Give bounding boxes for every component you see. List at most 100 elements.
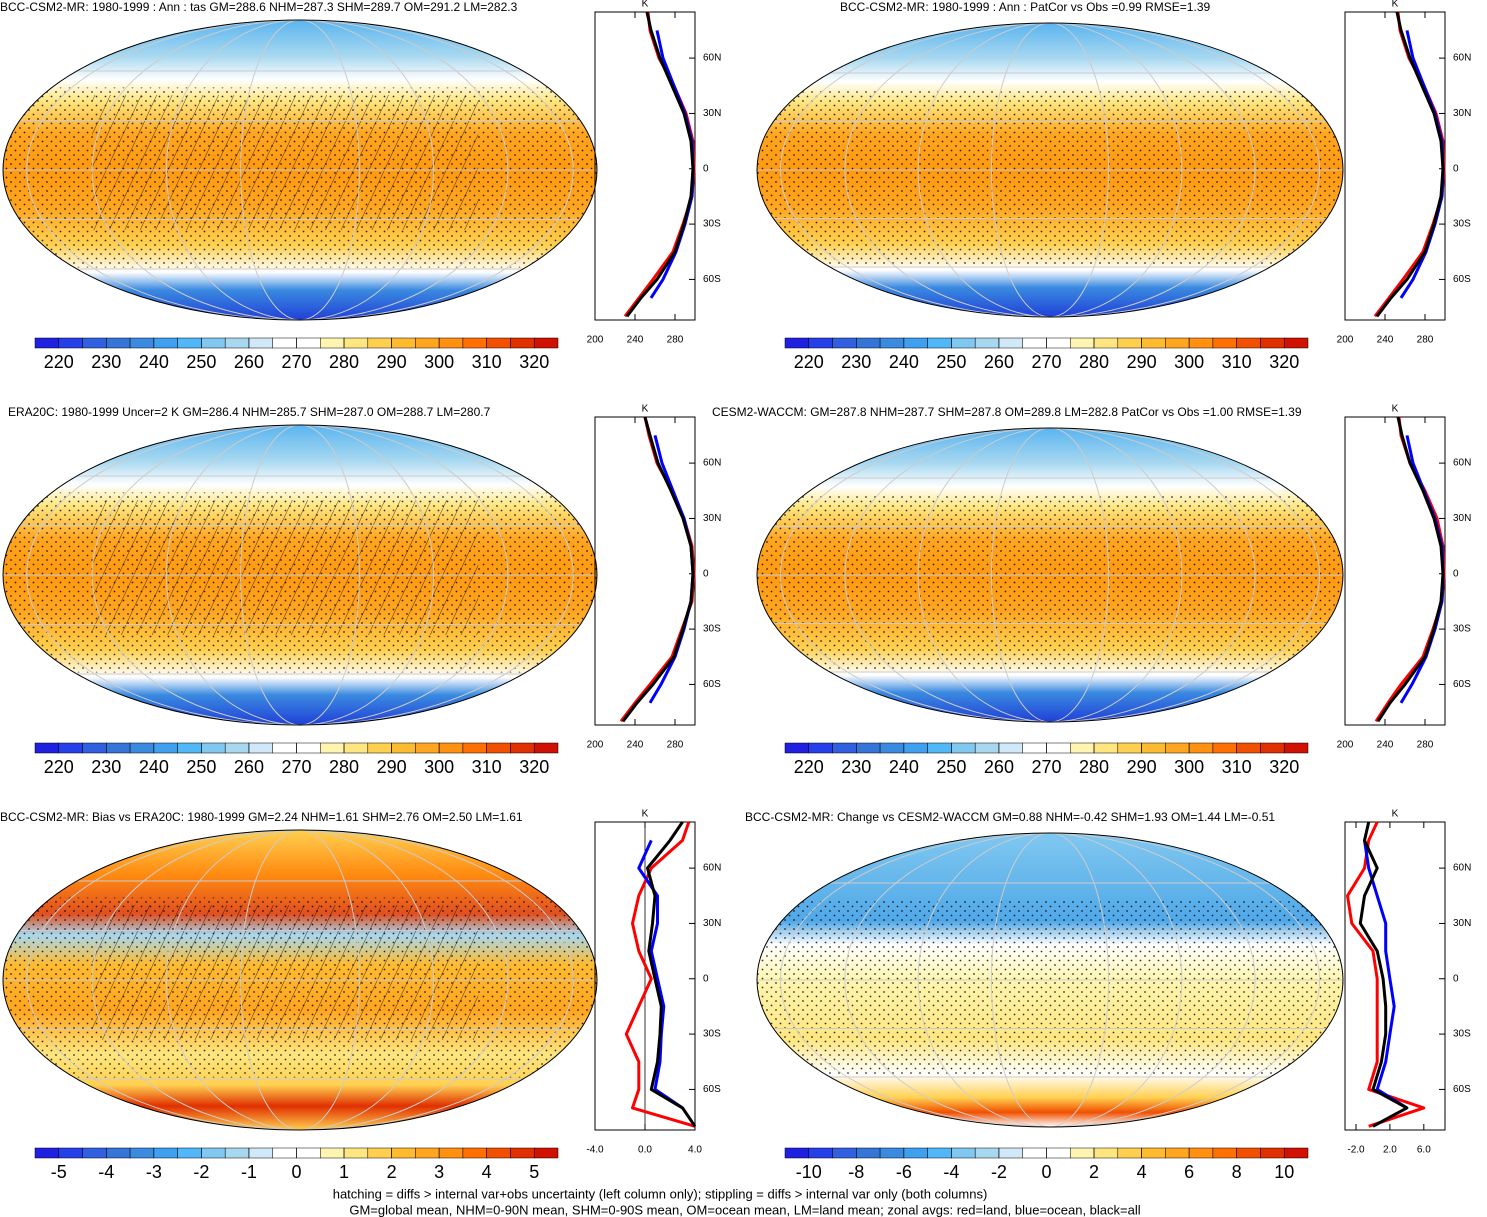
colorbar-label: 320 (1269, 757, 1299, 777)
colorbar-box (1260, 742, 1285, 754)
y-tick-label: 30N (1453, 513, 1471, 524)
x-tick-label: 240 (627, 335, 644, 346)
map-graticule (779, 428, 1321, 722)
colorbar-box (1070, 742, 1095, 754)
colorbar-box (856, 1147, 881, 1159)
colorbar-box (1093, 337, 1119, 349)
colorbar-label: 250 (186, 352, 216, 372)
x-tick-label: 2.0 (1383, 1145, 1397, 1156)
map-graticule (240, 830, 360, 1130)
map-graticule (917, 428, 1183, 722)
colorbar-label: 220 (44, 757, 74, 777)
colorbar-box (1117, 337, 1142, 349)
colorbar-box (1046, 1147, 1071, 1159)
colorbar-box (1070, 337, 1095, 349)
colorbar-label: -2 (193, 1162, 209, 1182)
map-border (756, 22, 1344, 318)
y-tick-label: 30N (1453, 918, 1471, 929)
colorbar-label: 300 (424, 757, 454, 777)
colorbar-label: 0 (291, 1162, 301, 1182)
colorbar-box (1212, 1147, 1237, 1159)
colorbar-label: -8 (848, 1162, 864, 1182)
x-tick-label: 200 (1337, 335, 1354, 346)
colorbar-box (58, 1147, 83, 1159)
y-tick-label: 30S (703, 219, 721, 230)
colorbar-label: 290 (1127, 352, 1157, 372)
colorbar-label: 6 (1184, 1162, 1194, 1182)
colorbar-box (1260, 1147, 1285, 1159)
colorbar-box (1212, 742, 1237, 754)
x-tick-label: 240 (627, 740, 644, 751)
colorbar-box (415, 742, 440, 754)
colorbar-box (320, 742, 345, 754)
colorbar-box (82, 742, 107, 754)
map (3, 20, 597, 320)
y-tick-label: 30N (703, 918, 721, 929)
colorbar-box (296, 337, 321, 349)
colorbar-box (462, 337, 487, 349)
map-graticule (844, 833, 1256, 1127)
zonal-line (1363, 840, 1408, 1110)
colorbar-box (832, 337, 857, 349)
colorbar-box (784, 337, 810, 349)
colorbar-box (34, 742, 60, 754)
zonal-unit: K (642, 404, 649, 415)
colorbar-box (1236, 742, 1261, 754)
x-tick-label: 0.0 (638, 1145, 652, 1156)
colorbar-label: -2 (991, 1162, 1007, 1182)
colorbar-box (1022, 742, 1047, 754)
colorbar-box (82, 337, 107, 349)
colorbar-label: 260 (984, 352, 1014, 372)
colorbar-box (272, 742, 297, 754)
stippling (757, 494, 1343, 671)
colorbar-box (1165, 337, 1190, 349)
colorbar-label: 230 (841, 352, 871, 372)
colorbar-box (533, 1147, 559, 1159)
colorbar-box (106, 1147, 131, 1159)
x-tick-label: 200 (587, 335, 604, 346)
colorbar-label: 230 (91, 352, 121, 372)
zonal-unit: K (1392, 809, 1399, 820)
panel-title: BCC-CSM2-MR: 1980-1999 : Ann : tas GM=28… (0, 0, 518, 14)
map-graticule (26, 425, 574, 725)
colorbar-box (58, 742, 83, 754)
colorbar-label: 250 (936, 757, 966, 777)
hatching (92, 500, 479, 635)
colorbar-box (951, 1147, 976, 1159)
colorbar-box (998, 337, 1023, 349)
colorbar-label: 280 (329, 757, 359, 777)
map-graticule (240, 425, 360, 725)
colorbar-box (320, 337, 345, 349)
colorbar-box (1141, 1147, 1166, 1159)
colorbar-label: 280 (1079, 352, 1109, 372)
y-tick-label: 60S (1453, 1084, 1471, 1095)
colorbar-box (58, 337, 83, 349)
colorbar-label: 250 (936, 352, 966, 372)
y-tick-label: 30N (703, 513, 721, 524)
colorbar-label: 290 (377, 352, 407, 372)
map-graticule (26, 830, 574, 1130)
zonal-line (625, 11, 695, 318)
colorbar-box (177, 1147, 202, 1159)
colorbar-box (486, 742, 511, 754)
colorbar-label: 220 (44, 352, 74, 372)
map (3, 425, 597, 725)
x-tick-label: 280 (1417, 335, 1434, 346)
y-tick-label: 30S (703, 624, 721, 635)
colorbar-label: 270 (281, 757, 311, 777)
colorbar-box (367, 742, 392, 754)
map-graticule (91, 830, 509, 1130)
x-tick-label: 280 (667, 335, 684, 346)
zonal-frame (1344, 11, 1446, 321)
colorbar-box (153, 742, 178, 754)
y-tick-label: 0 (1453, 568, 1459, 579)
colorbar-box (1117, 742, 1142, 754)
colorbar-box (1093, 742, 1119, 754)
colorbar-box (927, 1147, 952, 1159)
colorbar-box (879, 742, 905, 754)
colorbar-box (951, 742, 976, 754)
x-tick-label: 280 (667, 740, 684, 751)
colorbar-box (34, 1147, 60, 1159)
map-graticule (844, 23, 1256, 317)
colorbar-box (784, 742, 810, 754)
